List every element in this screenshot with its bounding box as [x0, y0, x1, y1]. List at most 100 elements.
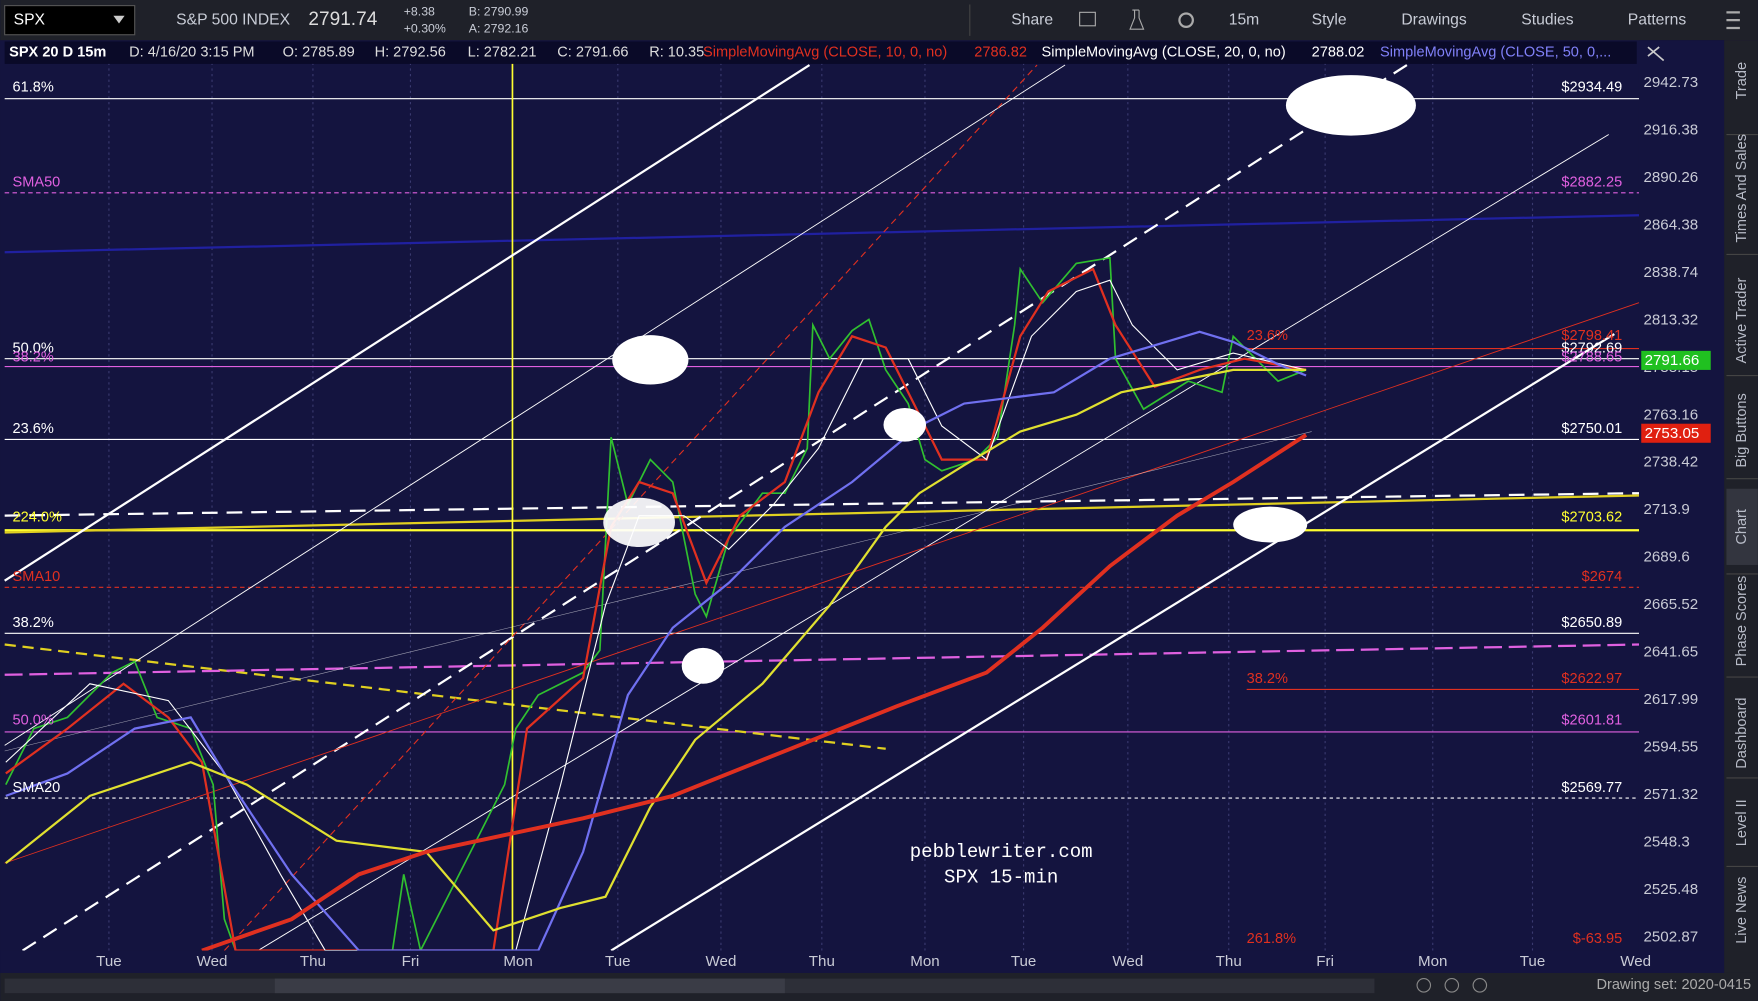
annotation: $2674 — [1582, 569, 1623, 585]
sidebar-tab[interactable]: Dashboard — [1734, 697, 1750, 768]
high: H: 2792.56 — [375, 45, 446, 61]
sma-badge — [1641, 423, 1711, 443]
sidebar-tab[interactable]: Times And Sales — [1734, 134, 1750, 243]
instrument-name: S&P 500 INDEX — [176, 11, 290, 28]
annotation: SMA10 — [13, 569, 61, 585]
chart-symbol: SPX 20 D 15m — [9, 45, 106, 61]
sidebar-tab[interactable]: Chart — [1734, 509, 1750, 545]
price-label: 2813.32 — [1643, 311, 1698, 328]
icon[interactable] — [1129, 9, 1145, 30]
annotation: $2622.97 — [1561, 671, 1622, 687]
channel-line — [4, 64, 1066, 746]
time-label: Tue — [96, 953, 122, 970]
time-label: Tue — [1011, 953, 1037, 970]
highlight — [681, 647, 725, 684]
annotation: 38.2% — [1247, 671, 1288, 687]
sma-line — [5, 368, 1307, 932]
icon[interactable] — [1472, 978, 1488, 993]
price-label: 2525.48 — [1643, 881, 1698, 898]
sma-badge-text: 2753.05 — [1645, 425, 1700, 442]
channel-line — [257, 134, 1609, 951]
time-axis — [0, 950, 1725, 973]
sidebar-tab[interactable]: Level II — [1734, 799, 1750, 846]
drawings-button[interactable]: Drawings — [1401, 11, 1467, 28]
price-label: 2548.3 — [1643, 833, 1689, 850]
price-label: 2763.16 — [1643, 406, 1698, 423]
annotation: $2798.41 — [1561, 328, 1622, 344]
study-sma20: SimpleMovingAvg (CLOSE, 20, 0, no) — [1042, 45, 1286, 61]
sidebar-tab[interactable]: Big Buttons — [1734, 393, 1750, 467]
net-change: +8.38 — [404, 5, 435, 19]
channel-line — [4, 431, 1312, 752]
pct-change: +0.30% — [404, 21, 446, 35]
trend-line — [4, 494, 1640, 534]
axis-icon[interactable] — [1647, 46, 1665, 62]
active-tab — [1726, 488, 1758, 565]
symbol-box[interactable] — [4, 5, 136, 36]
price-label: 2864.38 — [1643, 216, 1698, 233]
time-label: Thu — [809, 953, 835, 970]
right-annotations: $2934.49 $2882.25 $2798.41 $2792.69 $278… — [1561, 79, 1622, 947]
channel-line — [4, 302, 1640, 864]
sidebar-tab[interactable]: Phase Scores — [1734, 576, 1750, 667]
icon[interactable] — [1444, 978, 1460, 993]
price-label: 2617.99 — [1643, 691, 1698, 708]
price-lines — [5, 256, 1308, 954]
ask: A: 2792.16 — [469, 21, 529, 35]
price-axis-labels: 2942.73 2916.38 2890.26 2864.38 2838.74 2813.… — [1643, 74, 1698, 945]
study-value: 2788.02 — [1312, 45, 1365, 61]
studies-button[interactable]: Studies — [1521, 11, 1573, 28]
study-sma50: SimpleMovingAvg (CLOSE, 50, 0,... — [1380, 45, 1611, 61]
symbol[interactable]: SPX — [14, 11, 46, 28]
annotation: $2788.65 — [1561, 349, 1622, 365]
annotation: $2882.25 — [1561, 175, 1622, 191]
bid: B: 2790.99 — [469, 5, 529, 19]
highlights — [603, 75, 1416, 684]
chart-area — [0, 40, 1725, 973]
open: O: 2785.89 — [283, 45, 355, 61]
sidebar-tab[interactable]: Active Trader — [1734, 278, 1750, 364]
sma-line — [201, 433, 1308, 953]
timeframe-button[interactable]: 15m — [1229, 11, 1260, 28]
price-label: 2916.38 — [1643, 121, 1698, 138]
menu-icon[interactable] — [1726, 11, 1740, 30]
last-price-badge-text: 2791.66 — [1645, 352, 1700, 369]
time-label: Mon — [910, 953, 939, 970]
highlight — [1233, 506, 1308, 543]
price-line — [5, 256, 1307, 954]
annotation: $2750.01 — [1561, 421, 1622, 437]
annotation: $2601.81 — [1561, 713, 1622, 729]
price-label: 2594.55 — [1643, 739, 1698, 756]
range: R: 10.35 — [649, 45, 704, 61]
scrollbar-thumb[interactable] — [274, 978, 785, 994]
icon[interactable] — [1416, 978, 1432, 993]
time-label: Wed — [1620, 953, 1651, 970]
annotation: $2703.62 — [1561, 510, 1622, 526]
sidebar-tab[interactable]: Trade — [1734, 62, 1750, 100]
last-price: 2791.74 — [308, 9, 377, 30]
sidebar-tabs: Trade Times And Sales Active Trader Big But… — [1726, 62, 1758, 944]
highlight — [1285, 75, 1416, 136]
time-label: Wed — [706, 953, 737, 970]
trend-line — [4, 643, 886, 750]
drawing-set: Drawing set: 2020-0415 — [1596, 977, 1751, 993]
share-button[interactable]: Share — [1011, 11, 1053, 28]
annotation: $2792.69 — [1561, 340, 1622, 356]
highlight — [883, 408, 927, 442]
annotation: 261.8% — [1247, 931, 1296, 947]
last-price-badge — [1641, 350, 1711, 370]
price-axis — [1638, 40, 1725, 951]
style-button[interactable]: Style — [1312, 11, 1347, 28]
annotation: 38.2% — [13, 615, 54, 631]
price-label: 2942.73 — [1643, 74, 1698, 91]
price-label: 2689.6 — [1643, 549, 1689, 566]
icon[interactable] — [1178, 12, 1194, 29]
patterns-button[interactable]: Patterns — [1628, 11, 1687, 28]
time-label: Fri — [1316, 953, 1334, 970]
annotation: $2650.89 — [1561, 615, 1622, 631]
icon[interactable] — [1079, 11, 1096, 27]
price-label: 2890.26 — [1643, 169, 1698, 186]
sidebar-tab[interactable]: Live News — [1734, 877, 1750, 944]
watermark: SPX 15-min — [944, 867, 1058, 889]
